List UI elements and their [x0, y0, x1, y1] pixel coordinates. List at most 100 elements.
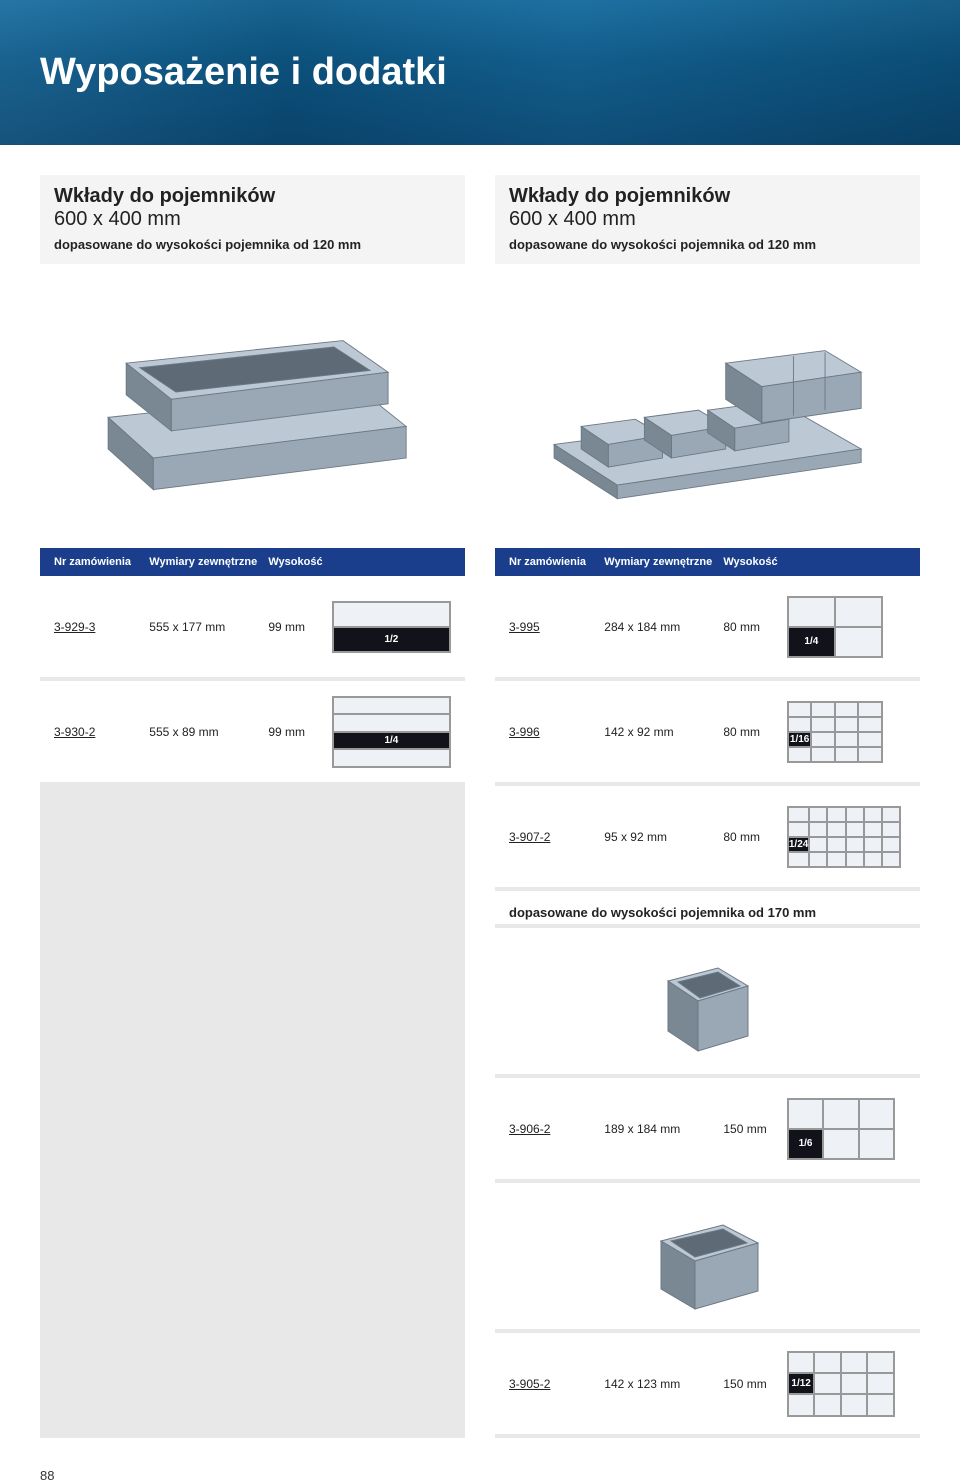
section-2-desc: dopasowane do wysokości pojemnika od 170…	[495, 891, 920, 928]
fraction-diagram: 1/16	[787, 701, 883, 763]
order-number[interactable]: 3-929-3	[54, 620, 149, 634]
table-row: 3-905-2142 x 123 mm150 mm1/12	[495, 1333, 920, 1438]
order-number[interactable]: 3-930-2	[54, 725, 149, 739]
order-number[interactable]: 3-996	[509, 725, 604, 739]
fraction-cell	[868, 1374, 893, 1393]
height: 80 mm	[723, 830, 787, 844]
fraction-cell	[789, 598, 834, 626]
fraction-cell	[859, 733, 881, 746]
fraction-cell	[860, 1100, 893, 1128]
fraction-cell	[789, 853, 808, 866]
right-desc: dopasowane do wysokości pojemnika od 120…	[509, 237, 906, 252]
page-number: 88	[0, 1458, 960, 1483]
fraction-cell	[836, 703, 858, 716]
left-column: Wkłady do pojemników 600 x 400 mm dopaso…	[40, 175, 465, 1438]
left-table-body: 3-929-3555 x 177 mm99 mm1/23-930-2555 x …	[40, 576, 465, 786]
fraction-cell	[789, 1395, 814, 1414]
fraction-cell	[789, 823, 808, 836]
fraction-cell	[815, 1374, 840, 1393]
diagram-cell: 1/4	[332, 696, 451, 768]
order-number[interactable]: 3-905-2	[509, 1377, 604, 1391]
order-number[interactable]: 3-995	[509, 620, 604, 634]
page-title: Wyposażenie i dodatki	[40, 51, 447, 94]
diagram-cell: 1/6	[787, 1098, 906, 1160]
order-number[interactable]: 3-907-2	[509, 830, 604, 844]
left-title: Wkłady do pojemników	[54, 185, 451, 208]
dimensions: 555 x 177 mm	[149, 620, 268, 634]
fraction-cell	[812, 718, 834, 731]
fraction-cell	[812, 733, 834, 746]
left-subtitle: 600 x 400 mm	[54, 208, 451, 231]
diagram-cell: 1/16	[787, 701, 906, 763]
table-row: 3-907-295 x 92 mm80 mm1/24	[495, 786, 920, 891]
fraction-cell	[836, 718, 858, 731]
diagram-cell: 1/12	[787, 1351, 906, 1417]
fraction-cell	[810, 808, 826, 821]
th-nr: Nr zamówienia	[509, 556, 604, 568]
right-title: Wkłady do pojemników	[509, 185, 906, 208]
fraction-cell	[789, 703, 811, 716]
fraction-cell	[824, 1130, 857, 1158]
diagram-cell: 1/24	[787, 806, 906, 868]
fraction-highlight: 1/4	[334, 733, 449, 749]
right-table-body-2b: 3-905-2142 x 123 mm150 mm1/12	[495, 1333, 920, 1438]
fraction-cell	[842, 1353, 867, 1372]
fraction-cell	[810, 838, 826, 851]
th-wys: Wysokość	[268, 556, 363, 568]
fraction-cell	[828, 823, 844, 836]
fraction-diagram: 1/6	[787, 1098, 895, 1160]
tray-long-icon	[72, 309, 433, 508]
fraction-cell	[334, 750, 449, 766]
fraction-cell	[860, 1130, 893, 1158]
dimensions: 555 x 89 mm	[149, 725, 268, 739]
table-row: 3-929-3555 x 177 mm99 mm1/2	[40, 576, 465, 681]
fraction-cell	[847, 838, 863, 851]
fraction-cell	[865, 838, 881, 851]
dimensions: 142 x 123 mm	[604, 1377, 723, 1391]
height: 80 mm	[723, 725, 787, 739]
fraction-cell	[789, 1353, 814, 1372]
fraction-cell	[883, 823, 899, 836]
height: 99 mm	[268, 725, 332, 739]
th-nr: Nr zamówienia	[54, 556, 149, 568]
fraction-cell	[824, 1100, 857, 1128]
fraction-cell	[847, 808, 863, 821]
fraction-diagram: 1/4	[787, 596, 883, 658]
fraction-cell	[789, 718, 811, 731]
height: 150 mm	[723, 1377, 787, 1391]
fraction-cell	[828, 853, 844, 866]
right-column: Wkłady do pojemników 600 x 400 mm dopaso…	[495, 175, 920, 1438]
height: 150 mm	[723, 1122, 787, 1136]
fraction-cell	[836, 748, 858, 761]
fraction-diagram: 1/12	[787, 1351, 895, 1417]
left-card-header: Wkłady do pojemników 600 x 400 mm dopaso…	[40, 175, 465, 268]
fraction-cell	[812, 748, 834, 761]
fraction-cell	[334, 715, 449, 731]
fraction-cell	[865, 853, 881, 866]
fraction-cell	[334, 698, 449, 714]
mini-product-image-1	[495, 928, 920, 1078]
fraction-highlight: 1/24	[789, 838, 808, 851]
dimensions: 284 x 184 mm	[604, 620, 723, 634]
fraction-cell	[836, 598, 881, 626]
left-product-image	[40, 268, 465, 548]
table-row: 3-906-2189 x 184 mm150 mm1/6	[495, 1078, 920, 1183]
diagram-cell: 1/2	[332, 601, 451, 653]
fraction-cell	[828, 808, 844, 821]
table-row: 3-995284 x 184 mm80 mm1/4	[495, 576, 920, 681]
fraction-cell	[883, 808, 899, 821]
th-wym: Wymiary zewnętrzne	[604, 556, 723, 568]
content-area: Wkłady do pojemników 600 x 400 mm dopaso…	[0, 145, 960, 1458]
fraction-cell	[865, 808, 881, 821]
fraction-cell	[836, 628, 881, 656]
fraction-diagram: 1/2	[332, 601, 451, 653]
fraction-highlight: 1/12	[789, 1374, 814, 1393]
order-number[interactable]: 3-906-2	[509, 1122, 604, 1136]
fraction-cell	[847, 823, 863, 836]
fraction-cell	[810, 853, 826, 866]
fraction-cell	[836, 733, 858, 746]
right-subtitle: 600 x 400 mm	[509, 208, 906, 231]
fraction-cell	[842, 1395, 867, 1414]
fraction-cell	[859, 703, 881, 716]
right-table-body-1: 3-995284 x 184 mm80 mm1/43-996142 x 92 m…	[495, 576, 920, 891]
